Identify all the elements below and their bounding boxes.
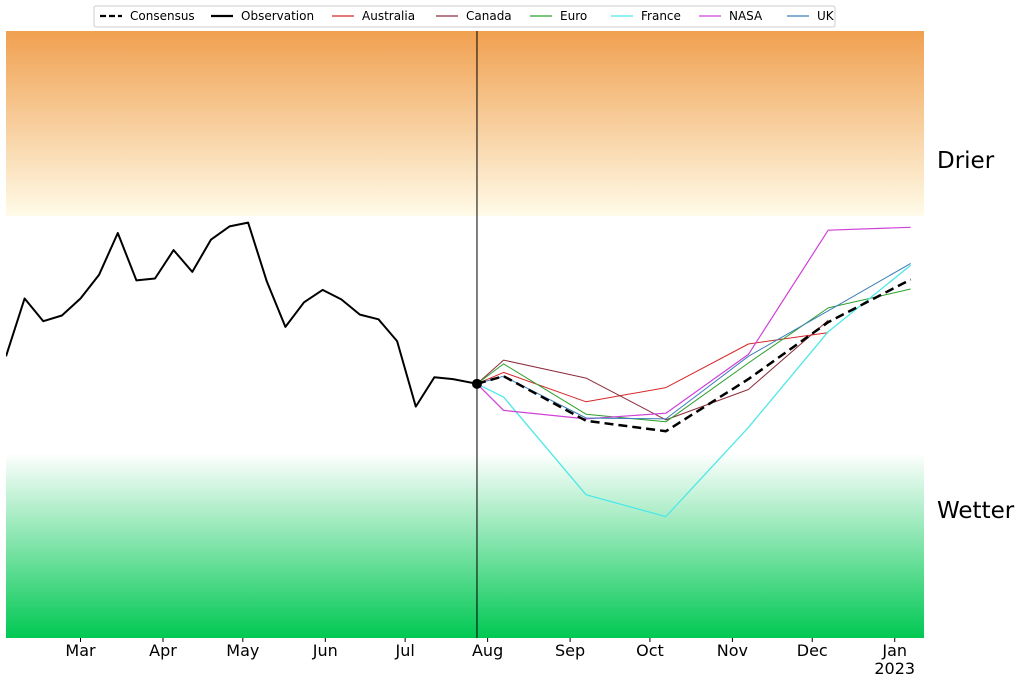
x-tick-label: Aug — [472, 641, 503, 660]
legend-label-canada: Canada — [466, 9, 512, 23]
x-tick-label: 2023 — [874, 659, 915, 678]
forecast-start-point — [471, 378, 482, 389]
band-neutral — [6, 215, 924, 454]
series-line-australia — [476, 332, 829, 403]
background-bands — [6, 31, 924, 638]
x-tick-label: Oct — [636, 641, 664, 660]
legend-label-euro: Euro — [560, 9, 587, 23]
legend-label-australia: Australia — [362, 9, 415, 23]
series-line-uk — [476, 262, 911, 420]
x-tick-label: Nov — [717, 641, 748, 660]
series-line-canada — [476, 319, 829, 421]
x-tick-label: Jul — [394, 641, 414, 660]
legend-box — [93, 5, 836, 28]
legend: Consensus Observation Australia Canada Euro F… — [93, 5, 836, 28]
legend-label-france: France — [641, 9, 681, 23]
series-line-euro — [476, 288, 911, 423]
x-tick-label: Dec — [797, 641, 828, 660]
series-line-consensus — [476, 278, 912, 433]
x-tick-label: May — [226, 641, 259, 660]
band-label-wetter: Wetter — [937, 498, 1015, 524]
x-tick-label: Jan — [881, 641, 907, 660]
band-wetter — [6, 453, 924, 638]
legend-label-nasa: NASA — [729, 9, 763, 23]
series-line-nasa — [476, 226, 911, 420]
legend-label-uk: UK — [817, 9, 835, 23]
forecast-marker-layer — [471, 31, 482, 638]
series-line-observation — [6, 221, 478, 408]
legend-label-observation: Observation — [241, 9, 314, 23]
x-tick-label: Apr — [149, 641, 177, 660]
band-label-drier: Drier — [937, 148, 995, 174]
x-tick-label: Sep — [555, 641, 585, 660]
x-tick-label: Jun — [312, 641, 338, 660]
series-lines — [6, 221, 912, 518]
x-tick-label: Mar — [65, 641, 96, 660]
band-drier — [6, 31, 924, 216]
legend-label-consensus: Consensus — [130, 9, 195, 23]
series-line-france — [476, 264, 912, 518]
